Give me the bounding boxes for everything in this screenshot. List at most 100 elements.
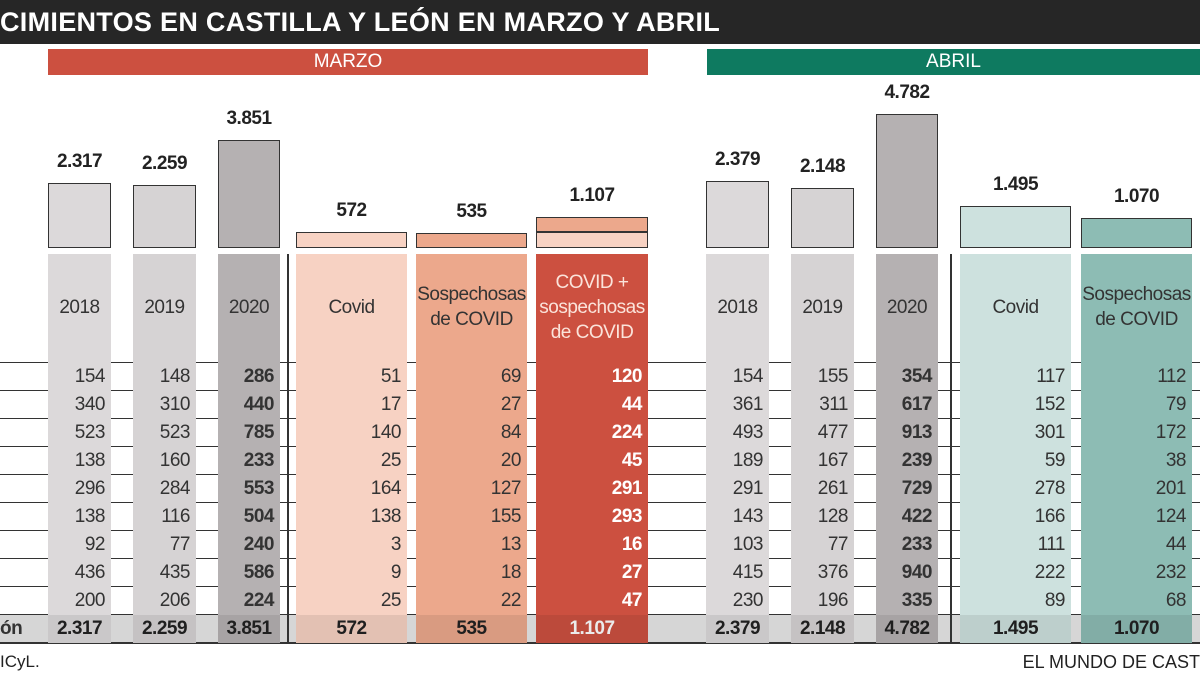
table-cell: 436 <box>74 562 106 583</box>
table-cell: 240 <box>243 534 275 555</box>
table-cell: 45 <box>621 450 643 471</box>
credit: EL MUNDO DE CAST <box>1022 652 1200 672</box>
table-cell: 166 <box>1034 506 1066 527</box>
table-cell: 68 <box>1165 590 1187 611</box>
table-cell: 239 <box>901 450 933 471</box>
bar <box>48 182 111 248</box>
table-cell: 51 <box>380 366 402 387</box>
table-cell: 523 <box>74 422 106 443</box>
table-cell: 16 <box>621 534 643 555</box>
total-cell: 2.317 <box>48 615 111 643</box>
table-cell: 79 <box>1165 394 1187 415</box>
total-cell: 2.148 <box>791 615 854 643</box>
table-cell: 154 <box>74 366 106 387</box>
bar-value-label: 572 <box>336 199 367 221</box>
month-header-abril: ABRIL <box>707 49 1200 75</box>
table-cell: 138 <box>370 506 402 527</box>
table-cell: 18 <box>500 562 522 583</box>
table-cell: 164 <box>370 478 402 499</box>
table-cell: 415 <box>732 562 764 583</box>
source-note: ICyL. <box>0 652 40 671</box>
table-cell: 155 <box>817 366 849 387</box>
table-cell: 92 <box>84 534 106 555</box>
column-header: Covid <box>992 296 1039 318</box>
table-cell: 206 <box>159 590 191 611</box>
bar <box>218 139 280 248</box>
table-cell: 296 <box>74 478 106 499</box>
table-cell: 27 <box>500 394 522 415</box>
table-cell: 160 <box>159 450 191 471</box>
total-cell: 2.379 <box>706 615 769 643</box>
row-divider <box>0 642 1200 644</box>
chart-title: CIMIENTOS EN CASTILLA Y LEÓN EN MARZO Y … <box>0 0 1200 44</box>
table-cell: 103 <box>732 534 764 555</box>
table-cell: 224 <box>611 422 643 443</box>
bar-value-label: 1.107 <box>569 184 615 206</box>
total-cell: 2.259 <box>133 615 196 643</box>
table-cell: 47 <box>621 590 643 611</box>
bar <box>416 232 527 248</box>
bar-value-label: 2.259 <box>141 152 188 174</box>
table-cell: 586 <box>243 562 275 583</box>
table-cell: 913 <box>901 422 933 443</box>
table-column: 2019 155 311 477 167 261 128 77 376 196 2.148 <box>791 254 854 643</box>
group-divider <box>287 254 289 644</box>
table-cell: 301 <box>1034 422 1066 443</box>
total-cell: 1.495 <box>960 615 1071 643</box>
table-cell: 148 <box>159 366 191 387</box>
bar <box>706 181 769 248</box>
table-cell: 335 <box>901 590 933 611</box>
column-header: 2019 <box>144 296 185 318</box>
group-divider <box>950 254 952 644</box>
table-cell: 116 <box>161 506 190 527</box>
table-cell: 361 <box>732 394 764 415</box>
table-column: Sospechosas de COVID 69 27 84 20 127 155 13 18 22… <box>416 254 527 643</box>
bar <box>960 205 1071 248</box>
column-header: 2018 <box>59 296 100 318</box>
table-cell: 44 <box>621 394 643 415</box>
table-column: 2020 354 617 913 239 729 422 233 940 335 4.782 <box>876 254 938 643</box>
table-cell: 617 <box>901 394 933 415</box>
table-cell: 44 <box>1165 534 1187 555</box>
table-cell: 77 <box>169 534 191 555</box>
total-cell: 535 <box>416 615 527 643</box>
table-cell: 140 <box>370 422 402 443</box>
bar-segment-sospechosas <box>536 216 648 232</box>
table-cell: 69 <box>500 366 522 387</box>
table-cell: 435 <box>159 562 191 583</box>
table-cell: 196 <box>817 590 849 611</box>
total-cell: 4.782 <box>876 615 938 643</box>
table-column: 2019 148 310 523 160 284 116 77 435 206 2.259 <box>133 254 196 643</box>
bar-value-label: 2.379 <box>714 149 761 171</box>
bar-value-label: 1.495 <box>992 173 1039 195</box>
table-cell: 138 <box>74 506 106 527</box>
table-cell: 89 <box>1044 590 1066 611</box>
table-cell: 111 <box>1037 534 1066 555</box>
total-cell: 3.851 <box>218 615 280 643</box>
table-cell: 25 <box>380 450 402 471</box>
table-cell: 340 <box>74 394 106 415</box>
table-cell: 124 <box>1155 506 1187 527</box>
table-cell: 729 <box>901 478 933 499</box>
column-header: COVID + sospechosas de COVID <box>539 271 645 343</box>
bar <box>133 184 196 248</box>
total-cell: 1.070 <box>1081 615 1192 643</box>
table-cell: 553 <box>243 478 275 499</box>
column-header: 2019 <box>802 296 843 318</box>
table-cell: 20 <box>500 450 522 471</box>
column-header: Sospechosas de COVID <box>1082 284 1191 330</box>
table-cell: 376 <box>817 562 849 583</box>
table-cell: 940 <box>901 562 933 583</box>
table-column: Sospechosas de COVID 112 79 172 38 201 124 44 23… <box>1081 254 1192 643</box>
table-column: 2018 154 340 523 138 296 138 92 436 200 2.317 <box>48 254 111 643</box>
table-column: Covid 51 17 140 25 164 138 3 9 25 572 <box>296 254 407 643</box>
table-cell: 440 <box>243 394 275 415</box>
column-header: 2020 <box>886 296 928 318</box>
table-cell: 232 <box>1155 562 1187 583</box>
table-cell: 222 <box>1034 562 1066 583</box>
bar-value-label: 2.148 <box>799 155 846 177</box>
table-cell: 154 <box>732 366 764 387</box>
bar-value-label: 2.317 <box>56 150 103 172</box>
table-cell: 311 <box>819 394 848 415</box>
table-cell: 523 <box>159 422 191 443</box>
